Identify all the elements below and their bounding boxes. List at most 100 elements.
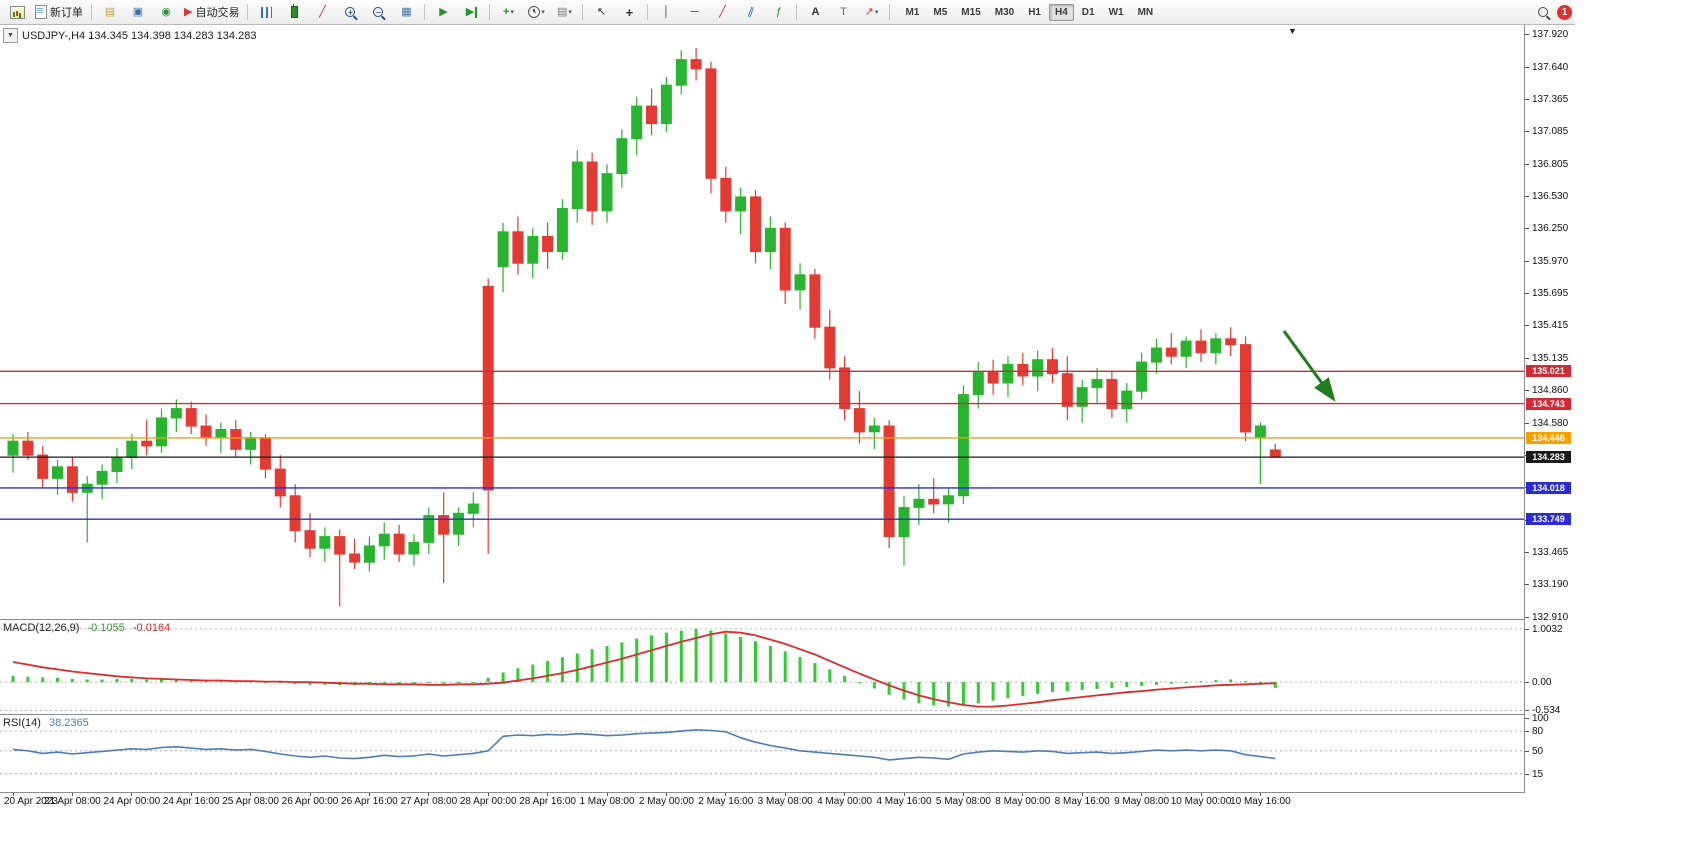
timeframe-button-m30[interactable]: M30 [994, 6, 1015, 18]
candles-layer [7, 48, 1281, 607]
time-axis-tick [71, 793, 73, 796]
period-button[interactable]: ▾ [523, 1, 549, 23]
trendline-button[interactable]: ╱ [709, 1, 735, 23]
clock-icon [528, 6, 541, 18]
candle [363, 545, 375, 563]
horizontal-line-button[interactable]: ─ [681, 1, 707, 23]
time-axis-label: 27 Apr 08:00 [400, 796, 458, 807]
candle [52, 466, 63, 479]
auto-scroll-button[interactable]: ▶ [430, 1, 456, 23]
candle [913, 498, 925, 508]
bar-chart-icon [260, 6, 272, 18]
zoom-in-button[interactable]: + [337, 1, 363, 23]
candle [66, 466, 78, 493]
macd-name: MACD(12,26,9) [3, 622, 80, 634]
level-price-tag[interactable]: 134.743 [1526, 397, 1571, 410]
candle [289, 495, 301, 532]
price-chart-panel[interactable]: ▼ USDJPY-,H4 134.345 134.398 134.283 134… [0, 25, 1524, 619]
new-order-button[interactable]: 新订单 [32, 1, 86, 23]
axis-tick [1525, 718, 1529, 719]
level-price-tag[interactable]: 134.018 [1526, 481, 1571, 494]
auto-scroll-icon: ▶ [439, 5, 448, 18]
macd-plot[interactable] [0, 620, 1524, 714]
annotation-arrow[interactable] [1282, 330, 1336, 402]
price-axis-label: 136.250 [1532, 223, 1569, 235]
vertical-line-button[interactable]: │ [653, 1, 679, 23]
level-price-tag[interactable]: 135.021 [1526, 365, 1571, 378]
chart-shift-icon: ▶ [466, 6, 478, 18]
candle [987, 370, 999, 384]
rsi-panel[interactable]: RSI(14) 38.2365 [0, 714, 1524, 792]
rsi-plot[interactable] [0, 715, 1524, 792]
timeframe-button-m1[interactable]: M1 [905, 6, 920, 18]
profiles-button[interactable]: ▣ [125, 1, 151, 23]
fibonacci-button[interactable]: ƒ [765, 1, 791, 23]
tile-windows-button[interactable]: ▦ [393, 1, 419, 23]
time-axis[interactable]: 20 Apr 2023 21 Apr 08:00 24 Apr 00:00 24 Ap… [0, 792, 1524, 811]
price-axis[interactable]: 137.920 137.640 137.365 137.085 136.805 136.5… [1524, 25, 1573, 793]
toolbar-separator [91, 4, 92, 20]
candle [705, 68, 717, 179]
candle [601, 173, 613, 212]
candle [259, 437, 271, 470]
notification-badge[interactable]: 1 [1557, 4, 1572, 20]
time-axis-label: 20 Apr 2023 [4, 796, 58, 807]
current-price-tag[interactable]: 134.283 [1526, 451, 1571, 464]
candle [111, 457, 123, 472]
candle [215, 429, 227, 439]
channel-button[interactable]: ∥ [737, 1, 763, 23]
timeframe-button-m5[interactable]: M5 [933, 6, 948, 18]
candle [764, 227, 776, 253]
add-chart-button[interactable]: + ▾ [495, 1, 521, 23]
candle [1195, 340, 1207, 354]
candle-chart-button[interactable] [281, 1, 307, 23]
axis-tick [1525, 260, 1529, 262]
zoom-out-button[interactable]: − [365, 1, 391, 23]
line-chart-button[interactable]: ╱ [309, 1, 335, 23]
text-label-button[interactable]: T [830, 1, 856, 23]
search-button[interactable] [1530, 1, 1556, 23]
candle [126, 440, 138, 459]
macd-axis-label: -0.534 [1532, 705, 1561, 717]
candle [1061, 373, 1073, 407]
time-axis-label: 4 May 16:00 [876, 796, 932, 807]
text-icon: A [811, 5, 820, 18]
rsi-axis-label: 15 [1532, 768, 1544, 780]
crosshair-button[interactable]: + [616, 1, 642, 23]
chart-scroll-marker-icon[interactable]: ▼ [1288, 26, 1297, 36]
bar-chart-button[interactable] [253, 1, 279, 23]
timeframe-button-mn[interactable]: MN [1137, 6, 1154, 18]
chart-shift-button[interactable]: ▶ [458, 1, 484, 23]
timeframe-button-h4[interactable]: H4 [1048, 3, 1074, 21]
template-icon: ▤ [557, 5, 568, 18]
price-axis-label: 135.135 [1532, 352, 1569, 364]
time-axis-label: 26 Apr 00:00 [281, 796, 339, 807]
chart-window-button[interactable] [4, 1, 30, 23]
candle [646, 105, 657, 125]
channel-icon: ∥ [746, 4, 756, 19]
hlines-layer[interactable] [0, 370, 1524, 520]
text-button[interactable]: A [802, 1, 828, 23]
autotrading-button[interactable]: ▶ 自动交易 [181, 1, 242, 23]
level-price-tag[interactable]: 133.749 [1526, 513, 1571, 526]
macd-signal-line [12, 630, 1276, 708]
symbol-dropdown-button[interactable]: ▼ [3, 28, 18, 43]
timeframe-button-w1[interactable]: W1 [1108, 6, 1124, 18]
arrows-button[interactable]: ↗ ▾ [858, 1, 884, 23]
level-price-tag[interactable]: 134.448 [1526, 431, 1571, 444]
toolbar-separator [582, 4, 584, 20]
cursor-button[interactable]: ↖ [588, 1, 614, 23]
macd-histogram [11, 629, 1277, 707]
macd-panel[interactable]: MACD(12,26,9) -0.1055 -0.0164 [0, 619, 1524, 714]
candle [319, 536, 331, 549]
axis-tick [1525, 34, 1529, 35]
market-watch-button[interactable]: ◉ [153, 1, 179, 23]
candlestick-plot[interactable] [0, 25, 1524, 619]
timeframe-button-d1[interactable]: D1 [1081, 6, 1095, 18]
time-axis-tick [131, 793, 133, 796]
toolbar-separator [796, 4, 798, 20]
template-button[interactable]: ▤ ▾ [551, 1, 577, 23]
new-chart-button[interactable]: ▤ [97, 1, 123, 23]
timeframe-button-m15[interactable]: M15 [961, 6, 981, 18]
timeframe-button-h1[interactable]: H1 [1028, 6, 1041, 18]
